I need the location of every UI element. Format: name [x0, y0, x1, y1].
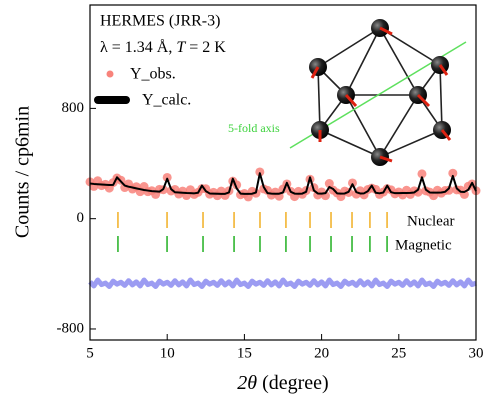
y-tick-label: -800: [57, 320, 85, 336]
axis-annotation: 5-fold axis: [228, 121, 280, 135]
reflection-label: Nuclear: [407, 213, 454, 229]
legend-marker: [107, 71, 114, 78]
x-tick-label: 20: [314, 345, 329, 361]
legend-label: Y_calc.: [142, 92, 191, 109]
x-axis-unit: (degree): [257, 372, 329, 394]
conditions-label: λ = 1.34 Å, T = 2 K: [100, 38, 226, 56]
background: [0, 0, 488, 401]
x-tick-label: 25: [391, 345, 406, 361]
x-tick-label: 5: [86, 345, 94, 361]
x-axis-symbol: 2θ: [237, 372, 257, 394]
chart: Nuclear Magnetic -800 0 800 5 10 15 20 25 30 5-fol…: [0, 0, 488, 401]
y-tick-label: 0: [77, 210, 85, 226]
temperature: = 2 K: [185, 39, 226, 56]
x-axis-label: 2θ (degree): [237, 372, 328, 394]
x-tick-label: 30: [469, 345, 484, 361]
y-tick-label: 800: [62, 100, 85, 116]
x-tick-label: 15: [237, 345, 252, 361]
reflection-label: Magnetic: [395, 237, 452, 253]
wavelength: λ = 1.34 Å,: [100, 38, 176, 56]
y-axis-label: Counts / cp6min: [12, 106, 34, 238]
instrument-label: HERMES (JRR-3): [100, 13, 220, 30]
x-tick-label: 10: [160, 345, 175, 361]
legend-label: Y_obs.: [130, 66, 176, 83]
